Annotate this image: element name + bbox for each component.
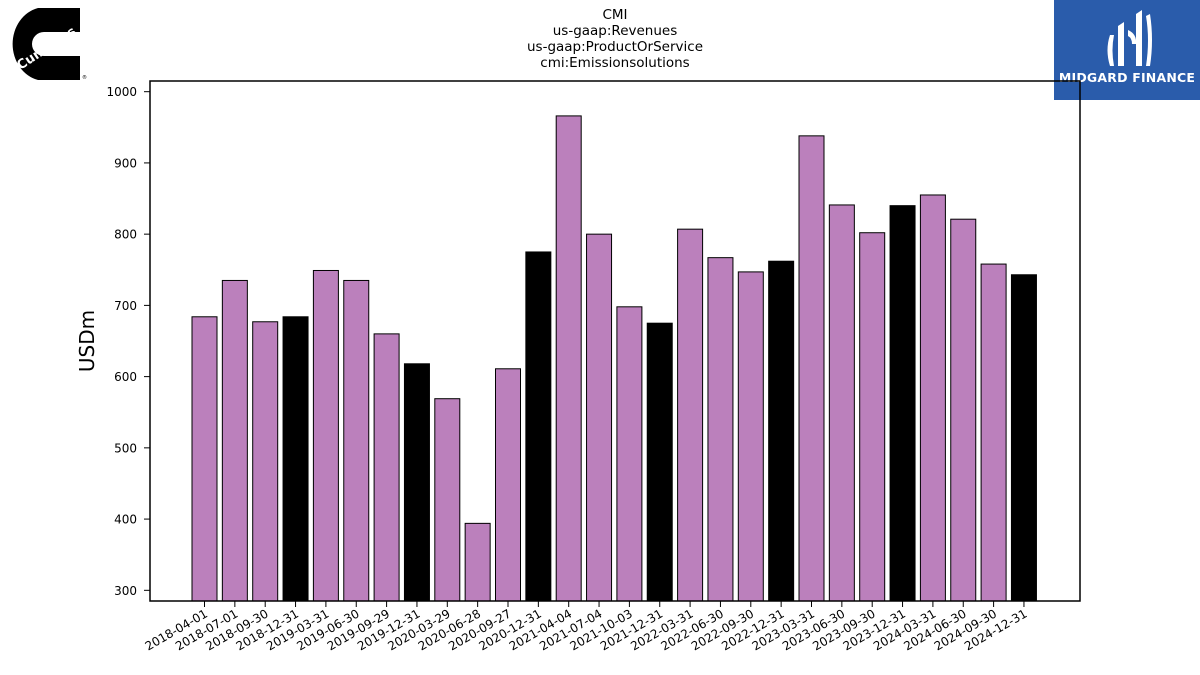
bar-2022-03-31: [677, 228, 704, 602]
bar-2023-09-30: [859, 232, 886, 602]
bar-2019-12-31: [403, 363, 430, 602]
chart-title-line-3: us-gaap:ProductOrService: [526, 39, 704, 55]
bar-2023-06-30: [828, 204, 855, 602]
bar-2020-06-28: [464, 522, 491, 602]
bar-2021-10-03: [616, 306, 643, 602]
y-tick-label: 300: [114, 584, 137, 598]
bar-2018-09-30: [252, 321, 279, 602]
bar-2023-03-31: [798, 135, 825, 602]
bar-2022-12-31: [768, 260, 795, 602]
svg-text:®: ®: [82, 74, 87, 81]
bar-2019-03-31: [312, 269, 339, 602]
bar-2019-09-29: [373, 333, 400, 602]
bar-2021-04-04: [555, 115, 582, 602]
y-tick-label: 700: [114, 299, 137, 313]
plot-frame: [149, 80, 1081, 602]
cummins-logo: Cummins ®: [4, 4, 90, 84]
bar-2020-03-29: [434, 398, 461, 602]
bar-2024-09-30: [980, 263, 1007, 602]
y-tick-label: 600: [114, 370, 137, 384]
bar-2021-07-04: [586, 233, 613, 602]
chart-title-line-1: CMI: [602, 7, 628, 23]
bar-2018-07-01: [221, 279, 248, 602]
y-axis-label: USDm: [75, 310, 99, 372]
bar-2020-09-27: [495, 368, 521, 602]
bar-2021-12-31: [646, 322, 673, 602]
y-tick-label: 400: [114, 513, 137, 527]
bar-2018-04-01: [191, 316, 218, 602]
y-tick-label: 800: [114, 228, 137, 242]
bar-2022-09-30: [737, 271, 764, 602]
bar-2020-12-31: [525, 251, 552, 602]
bar-2024-06-30: [950, 218, 977, 602]
midgard-finance-logo: MIDGARD FINANCE: [1054, 0, 1200, 100]
x-axis: 2018-04-012018-07-012018-09-302018-12-31…: [143, 601, 1029, 653]
bar-series: [191, 115, 1037, 602]
bar-2024-03-31: [919, 194, 946, 602]
chart-title-line-2: us-gaap:Revenues: [552, 23, 678, 39]
bar-2019-06-30: [343, 279, 370, 602]
bar-2018-12-31: [282, 316, 309, 602]
y-axis: 300 400 500 600 700 800 900 1000: [106, 85, 150, 598]
y-tick-label: 500: [114, 441, 137, 455]
bar-2024-12-31: [1010, 274, 1037, 602]
bar-2023-12-31: [889, 205, 916, 602]
y-tick-label: 1000: [106, 85, 137, 99]
bar-2022-06-30: [707, 257, 734, 602]
midgard-finance-logo-text: MIDGARD FINANCE: [1058, 70, 1196, 85]
y-tick-label: 900: [114, 156, 137, 170]
chart-title-line-4: cmi:Emissionsolutions: [540, 55, 690, 71]
